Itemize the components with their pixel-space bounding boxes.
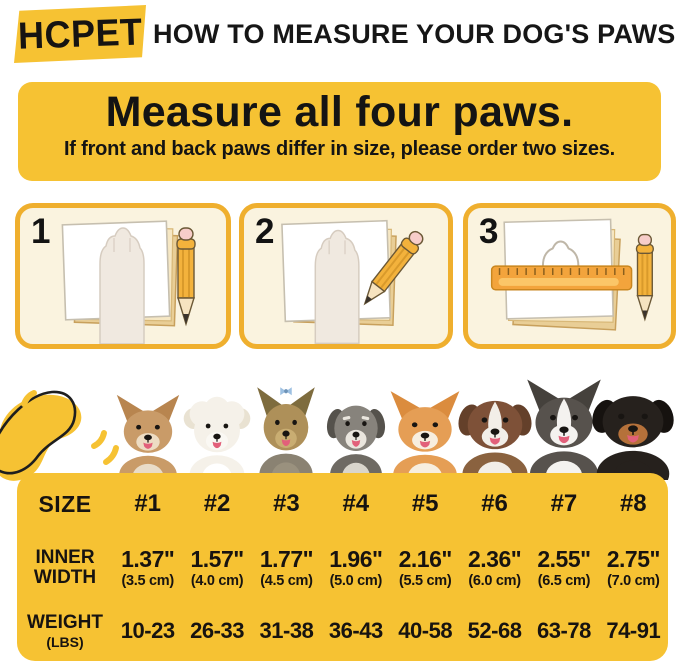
banner-heading: Measure all four paws.	[105, 88, 574, 136]
weight-cell: 36-43	[328, 618, 383, 643]
measurement-steps: 1	[0, 203, 679, 349]
step-panel-3: 3	[463, 203, 676, 349]
inner-width-cell: 2.16" (5.5 cm)	[398, 545, 453, 589]
size-cell: #1	[134, 490, 162, 517]
row-label-inner-width: INNER WIDTH	[17, 548, 113, 588]
inner-width-cell: 1.77" (4.5 cm)	[259, 545, 314, 589]
row-label-lbs: (LBS)	[46, 633, 84, 650]
size-chart-table: SIZE #1 #2 #3 #4 #5 #6 #7 #8 INNER WIDTH…	[17, 473, 668, 661]
step-panel-2: 2	[239, 203, 453, 349]
tracing-paw-illustration	[281, 219, 424, 344]
weight-cell: 40-58	[398, 618, 453, 643]
row-label-inner: INNER	[35, 547, 95, 569]
row-label-width: WIDTH	[33, 567, 97, 588]
breed-row	[0, 360, 679, 497]
inner-width-cell: 1.57" (4.0 cm)	[190, 545, 244, 589]
weight-cell: 10-23	[120, 618, 175, 643]
header: HCPET HOW TO MEASURE YOUR DOG'S PAWS	[0, 0, 679, 78]
paw-icon	[99, 227, 145, 344]
dog-avatar-rottweiler	[584, 374, 679, 497]
size-cell: #3	[273, 490, 300, 517]
inner-width-cell: 2.55" (6.5 cm)	[537, 545, 591, 589]
size-cell: #2	[203, 490, 231, 517]
row-label-size: SIZE	[38, 490, 92, 517]
brand-logo-text: HCPET	[17, 9, 143, 58]
paw-on-paper-illustration	[61, 220, 196, 344]
step-panel-1: 1	[15, 203, 231, 349]
dog-avatar-yorkshire-terrier	[250, 384, 322, 496]
paw-outline-icon	[541, 240, 580, 290]
step-number-2: 2	[255, 212, 275, 251]
dog-avatar-bichon-frise	[180, 390, 254, 495]
weight-cell: 63-78	[537, 618, 591, 643]
pencil-icon	[363, 230, 424, 306]
weight-cell: 31-38	[259, 618, 314, 643]
dog-avatar-miniature-schnauzer	[321, 386, 391, 495]
inner-width-cell: 1.37" (3.5 cm)	[121, 545, 175, 589]
weight-cell: 26-33	[190, 618, 244, 643]
pencil-icon	[176, 227, 196, 327]
size-cell: #6	[481, 490, 508, 517]
weight-cell: 74-91	[606, 618, 661, 643]
inner-width-cell: 2.75" (7.0 cm)	[606, 545, 661, 589]
pencil-icon	[635, 233, 654, 322]
step-number-1: 1	[31, 212, 51, 251]
size-cell: #8	[619, 490, 647, 517]
size-cell: #7	[550, 490, 578, 517]
weight-cell: 52-68	[467, 618, 522, 643]
brand-logo: HCPET	[14, 5, 146, 63]
row-label-weight: WEIGHT (LBS)	[17, 611, 113, 650]
inner-width-cell: 1.96" (5.0 cm)	[329, 545, 383, 589]
row-label-weight-text: WEIGHT	[27, 611, 103, 633]
inner-width-cell: 2.36" (6.0 cm)	[467, 545, 522, 589]
ruler-measuring-illustration	[490, 218, 654, 331]
size-cell: #4	[342, 490, 370, 517]
instruction-banner: Measure all four paws. If front and back…	[18, 82, 661, 181]
ruler-icon	[490, 265, 633, 291]
step-number-3: 3	[479, 212, 499, 251]
banner-subheading: If front and back paws differ in size, p…	[63, 138, 616, 161]
paw-icon	[314, 229, 360, 344]
page-title: HOW TO MEASURE YOUR DOG'S PAWS	[153, 18, 676, 49]
size-cell: #5	[411, 490, 439, 517]
dog-avatar-chihuahua	[109, 392, 187, 494]
swoosh-doodle-icon	[0, 390, 119, 481]
